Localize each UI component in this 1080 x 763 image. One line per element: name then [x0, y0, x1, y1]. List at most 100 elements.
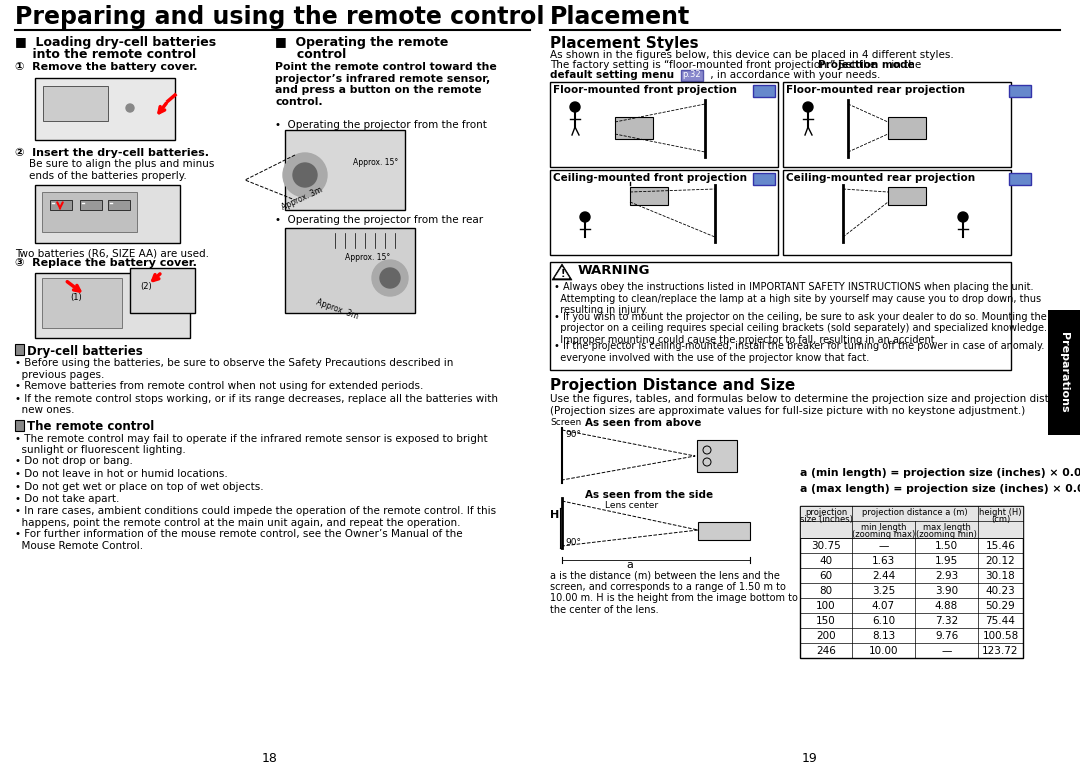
Circle shape	[380, 268, 400, 288]
Text: 1.95: 1.95	[935, 556, 958, 566]
Bar	[800, 506, 1023, 658]
Text: H: H	[550, 510, 559, 520]
Text: 80: 80	[820, 586, 833, 596]
Text: 40: 40	[820, 556, 833, 566]
Bar	[80, 200, 102, 210]
Text: control: control	[275, 48, 347, 61]
Text: into the remote control: into the remote control	[15, 48, 197, 61]
Text: (zooming min): (zooming min)	[916, 530, 977, 539]
Text: 19: 19	[802, 752, 818, 763]
Text: 30.75: 30.75	[811, 541, 841, 551]
Bar	[130, 268, 195, 313]
Bar	[35, 273, 190, 338]
Circle shape	[580, 212, 590, 222]
Text: Dry-cell batteries: Dry-cell batteries	[27, 345, 143, 358]
Text: 8.13: 8.13	[872, 631, 895, 641]
Text: The factory setting is “floor-mounted front projection.” Set the: The factory setting is “floor-mounted fr…	[550, 60, 879, 70]
Bar	[783, 170, 1011, 255]
Text: • Do not leave in hot or humid locations.: • Do not leave in hot or humid locations…	[15, 469, 228, 479]
Text: Use the figures, tables, and formulas below to determine the projection size and: Use the figures, tables, and formulas be…	[550, 394, 1077, 416]
Text: 1.50: 1.50	[935, 541, 958, 551]
Polygon shape	[555, 267, 569, 278]
Text: 60: 60	[820, 571, 833, 581]
Circle shape	[958, 212, 968, 222]
Text: 4.88: 4.88	[935, 601, 958, 611]
Bar	[1009, 85, 1031, 97]
Text: • Always obey the instructions listed in IMPORTANT SAFETY INSTRUCTIONS when plac: • Always obey the instructions listed in…	[554, 282, 1041, 315]
Text: • If the projector is ceiling-mounted, install the breaker for turning off the p: • If the projector is ceiling-mounted, i…	[554, 341, 1063, 362]
Text: projection distance a (m): projection distance a (m)	[862, 508, 968, 517]
Text: • In rare cases, ambient conditions could impede the operation of the remote con: • In rare cases, ambient conditions coul…	[15, 507, 496, 528]
Text: As seen from the side: As seen from the side	[585, 490, 713, 500]
Text: Preparations: Preparations	[1059, 332, 1069, 413]
Text: 50.29: 50.29	[986, 601, 1015, 611]
Text: 100.58: 100.58	[983, 631, 1018, 641]
Bar	[753, 85, 775, 97]
Text: 90°: 90°	[565, 430, 581, 439]
Text: 3.90: 3.90	[935, 586, 958, 596]
Text: min length: min length	[861, 523, 906, 532]
Text: ③  Replace the battery cover.: ③ Replace the battery cover.	[15, 258, 197, 268]
Circle shape	[126, 104, 134, 112]
Text: Approx. 3m: Approx. 3m	[280, 185, 324, 212]
Text: • Do not take apart.: • Do not take apart.	[15, 494, 120, 504]
Text: Be sure to align the plus and minus
ends of the batteries properly.: Be sure to align the plus and minus ends…	[29, 159, 214, 181]
Text: 10.00: 10.00	[868, 646, 899, 656]
Bar	[888, 187, 926, 205]
Text: max length: max length	[922, 523, 971, 532]
Text: Placement Styles: Placement Styles	[550, 36, 699, 51]
Text: • Do not get wet or place on top of wet objects.: • Do not get wet or place on top of wet …	[15, 481, 264, 491]
Bar	[285, 228, 415, 313]
Text: 150: 150	[816, 616, 836, 626]
Text: • Do not drop or bang.: • Do not drop or bang.	[15, 456, 133, 466]
Bar	[42, 278, 122, 328]
Text: •  Operating the projector from the rear: • Operating the projector from the rear	[275, 215, 483, 225]
Text: 90°: 90°	[565, 538, 581, 547]
Circle shape	[283, 153, 327, 197]
Text: , in accordance with your needs.: , in accordance with your needs.	[707, 70, 880, 80]
Text: 20.12: 20.12	[986, 556, 1015, 566]
Bar	[285, 130, 405, 210]
Bar	[681, 70, 703, 81]
Text: in the: in the	[888, 60, 921, 70]
Text: 75.44: 75.44	[986, 616, 1015, 626]
Bar	[697, 440, 737, 472]
Bar	[15, 420, 24, 430]
Bar	[698, 522, 750, 540]
Text: Placement: Placement	[550, 5, 690, 29]
Text: default setting menu: default setting menu	[550, 70, 674, 80]
Text: —: —	[942, 646, 951, 656]
Text: 2.44: 2.44	[872, 571, 895, 581]
Text: • Remove batteries from remote control when not using for extended periods.: • Remove batteries from remote control w…	[15, 381, 423, 391]
Bar	[1009, 173, 1031, 185]
Text: 100: 100	[816, 601, 836, 611]
Text: !: !	[561, 269, 565, 279]
Polygon shape	[552, 264, 572, 280]
Text: Two batteries (R6, SIZE AA) are used.: Two batteries (R6, SIZE AA) are used.	[15, 248, 210, 258]
Text: Point the remote control toward the
projector’s infrared remote sensor,
and pres: Point the remote control toward the proj…	[275, 62, 497, 107]
Bar	[43, 86, 108, 121]
Text: • If you wish to mount the projector on the ceiling, be sure to ask your dealer : • If you wish to mount the projector on …	[554, 311, 1047, 345]
Text: Preparing and using the remote control: Preparing and using the remote control	[15, 5, 544, 29]
Bar	[630, 187, 669, 205]
Text: WARNING: WARNING	[578, 264, 650, 277]
Text: Floor-mounted front projection: Floor-mounted front projection	[553, 85, 737, 95]
Text: ②  Insert the dry-cell batteries.: ② Insert the dry-cell batteries.	[15, 148, 210, 158]
Bar	[800, 506, 1023, 538]
Text: p.32: p.32	[681, 70, 701, 79]
Text: Ceiling-mounted front projection: Ceiling-mounted front projection	[553, 173, 747, 183]
Text: As seen from above: As seen from above	[585, 418, 701, 428]
Bar	[1048, 310, 1080, 435]
Text: 15.46: 15.46	[986, 541, 1015, 551]
Text: Floor-mounted rear projection: Floor-mounted rear projection	[786, 85, 966, 95]
Text: —: —	[878, 541, 889, 551]
Text: Lens center: Lens center	[605, 501, 658, 510]
Text: ■  Loading dry-cell batteries: ■ Loading dry-cell batteries	[15, 36, 216, 49]
Bar	[550, 262, 1011, 370]
Text: Approx. 3m: Approx. 3m	[315, 298, 360, 321]
Text: a (min length) = projection size (inches) × 0.04064: a (min length) = projection size (inches…	[800, 468, 1080, 478]
Text: 30.18: 30.18	[986, 571, 1015, 581]
Text: a: a	[626, 560, 634, 570]
Bar	[783, 82, 1011, 167]
Text: 7.32: 7.32	[935, 616, 958, 626]
